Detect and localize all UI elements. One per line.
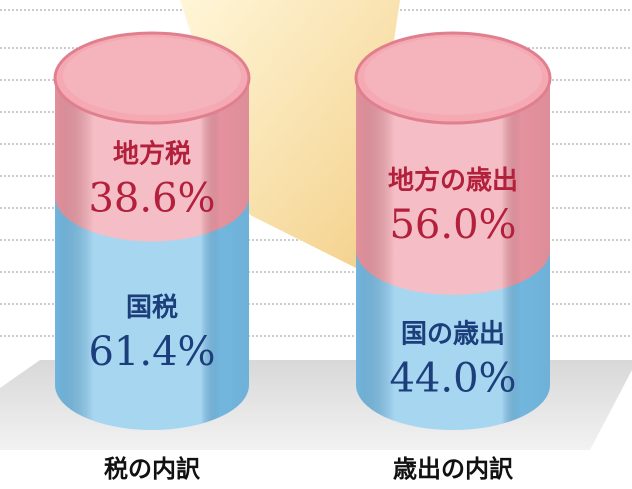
- cylinder-top-inner: [63, 37, 241, 115]
- segment-value: 61.4%: [88, 329, 215, 375]
- segment-name: 地方税: [113, 138, 191, 169]
- cylinder-title: 税の内訳: [104, 455, 201, 483]
- segment-value: 56.0%: [389, 202, 516, 248]
- cylinder-title: 歳出の内訳: [393, 455, 514, 483]
- segment-name: 地方の歳出: [388, 165, 518, 196]
- cylinder-top-inner: [364, 37, 542, 115]
- segment-name: 国税: [126, 293, 178, 323]
- segment-name: 国の歳出: [401, 319, 505, 349]
- segment-value: 44.0%: [389, 355, 516, 401]
- segment-value: 38.6%: [88, 175, 215, 221]
- cylinder-shine: [356, 78, 550, 430]
- cylinder-shine: [55, 78, 249, 430]
